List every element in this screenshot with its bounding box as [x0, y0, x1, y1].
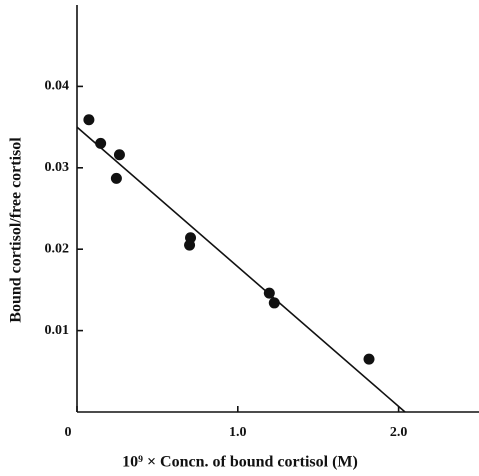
y-tick-label: 0.04 [45, 79, 70, 94]
y-tick-label: 0.02 [45, 241, 70, 256]
data-point [113, 149, 125, 161]
data-point [263, 287, 275, 299]
data-point [184, 239, 196, 251]
x-tick-label: 0 [65, 425, 72, 440]
x-tick-label: 2.0 [390, 425, 408, 440]
x-axis-label: 10⁹ × Concn. of bound cortisol (M) [122, 454, 358, 471]
y-tick-label: 0.03 [45, 160, 70, 175]
data-point [83, 114, 95, 126]
data-point [95, 137, 107, 149]
y-tick-label: 0.01 [45, 323, 70, 338]
data-point [363, 353, 375, 365]
x-tick-label: 1.0 [229, 425, 247, 440]
data-point [110, 172, 122, 184]
fit-line [76, 126, 406, 413]
y-axis-label: Bound cortisol/free cortisol [8, 137, 25, 323]
data-point [268, 297, 280, 309]
